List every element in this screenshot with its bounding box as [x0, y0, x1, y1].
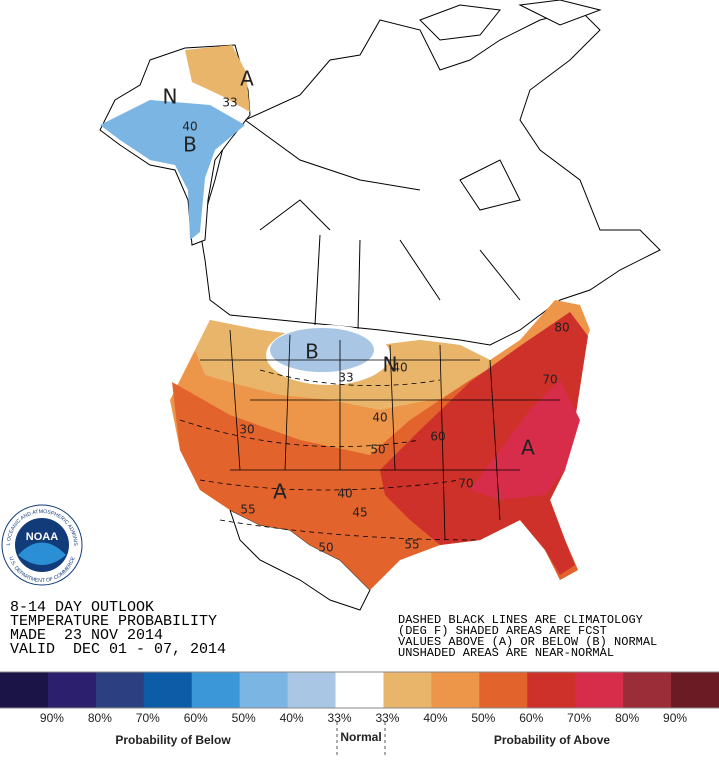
map-label: B — [183, 133, 197, 157]
alaska-above — [185, 45, 250, 112]
map-label: 60 — [430, 430, 445, 444]
note-line: UNSHADED AREAS ARE NEAR-NORMAL — [398, 646, 614, 660]
title-line: 8-14 DAY OUTLOOK — [10, 599, 154, 616]
title-line: TEMPERATURE PROBABILITY — [10, 613, 217, 630]
legend-label: 60% — [519, 711, 543, 725]
legend-above: Probability of Above — [494, 733, 611, 747]
legend-label: 40% — [423, 711, 447, 725]
map-label: 70 — [458, 477, 473, 491]
legend-swatch — [287, 672, 337, 708]
legend-swatch — [527, 672, 576, 708]
legend-swatch — [143, 672, 193, 708]
legend-swatch — [575, 672, 624, 708]
map-label: A — [521, 436, 535, 460]
state-lines — [200, 329, 560, 541]
legend-label: 50% — [232, 711, 256, 725]
map-label: 40 — [337, 487, 352, 501]
map-label: 55 — [404, 538, 419, 552]
legend-swatch — [335, 672, 384, 708]
map-label: 50 — [370, 443, 385, 457]
note-line: DASHED BLACK LINES ARE CLIMATOLOGY — [398, 613, 643, 627]
map-label: 40 — [392, 361, 407, 375]
us-70 — [380, 312, 588, 575]
noaa-logo: NOAA NATIONAL OCEANIC AND ATMOSPHERIC AD… — [0, 0, 83, 586]
legend-swatch — [47, 672, 97, 708]
legend-label: 70% — [136, 711, 160, 725]
note-line: (DEG F) SHADED AREAS ARE FCST — [398, 624, 607, 638]
map-label: 50 — [318, 541, 333, 555]
map-label: 45 — [352, 506, 367, 520]
map-label: 55 — [240, 503, 255, 517]
arctic-islands — [419, 0, 602, 211]
legend-swatch — [479, 672, 528, 708]
legend-label: 50% — [471, 711, 495, 725]
note-line: VALUES ABOVE (A) OR BELOW (B) NORMAL — [398, 635, 657, 649]
legend-label: 80% — [88, 711, 112, 725]
canada-outline — [199, 9, 661, 346]
logo-wave — [18, 542, 66, 565]
map-label: 33 — [222, 96, 237, 110]
map-label: N — [163, 85, 178, 109]
map-labels: A N 33 40 B B N 33 40 50 60 70 80 A 70 A… — [163, 67, 570, 555]
legend-swatch — [671, 672, 719, 708]
legend-normal: Normal — [340, 730, 381, 744]
legend-label: 90% — [663, 711, 687, 725]
title-block: 8-14 DAY OUTLOOK TEMPERATURE PROBABILITY… — [10, 599, 226, 658]
legend-swatch — [239, 672, 289, 708]
legend-label: 40% — [280, 711, 304, 725]
legend-swatch — [431, 672, 480, 708]
legend-swatch — [383, 672, 432, 708]
logo-name: NOAA — [26, 531, 58, 543]
below-region — [270, 328, 374, 372]
legend-swatch — [623, 672, 672, 708]
map-label: N — [383, 353, 398, 377]
map-label: A — [273, 480, 287, 504]
legend-below: Probability of Below — [115, 733, 231, 747]
alaska-below — [100, 100, 245, 240]
us-lines — [179, 329, 560, 541]
map-label: A — [240, 67, 254, 91]
legend-swatch — [191, 672, 241, 708]
legend-swatch — [0, 672, 49, 708]
title-line: MADE 23 NOV 2014 — [10, 627, 163, 644]
title-line: VALID DEC 01 - 07, 2014 — [10, 641, 226, 658]
logo-top-text: NATIONAL OCEANIC AND ATMOSPHERIC ADMINIS… — [0, 0, 78, 546]
province-lines — [244, 119, 521, 331]
legend: Probability of Below Normal Probability … — [0, 671, 719, 756]
note-block: DASHED BLACK LINES ARE CLIMATOLOGY (DEG … — [398, 613, 657, 660]
map-label: 33 — [338, 371, 353, 385]
legend-label: 33% — [375, 711, 399, 725]
legend-label: 33% — [328, 711, 352, 725]
legend-swatch — [95, 672, 145, 708]
map-label: 70 — [542, 373, 557, 387]
legend-label: 90% — [40, 711, 64, 725]
legend-label: 60% — [184, 711, 208, 725]
map-label: 80 — [554, 321, 569, 335]
map-label: 40 — [182, 120, 197, 134]
map-label: B — [305, 340, 319, 364]
map-label: 40 — [372, 411, 387, 425]
map-label: 30 — [239, 423, 254, 437]
legend-label: 70% — [567, 711, 591, 725]
legend-label: 80% — [615, 711, 639, 725]
